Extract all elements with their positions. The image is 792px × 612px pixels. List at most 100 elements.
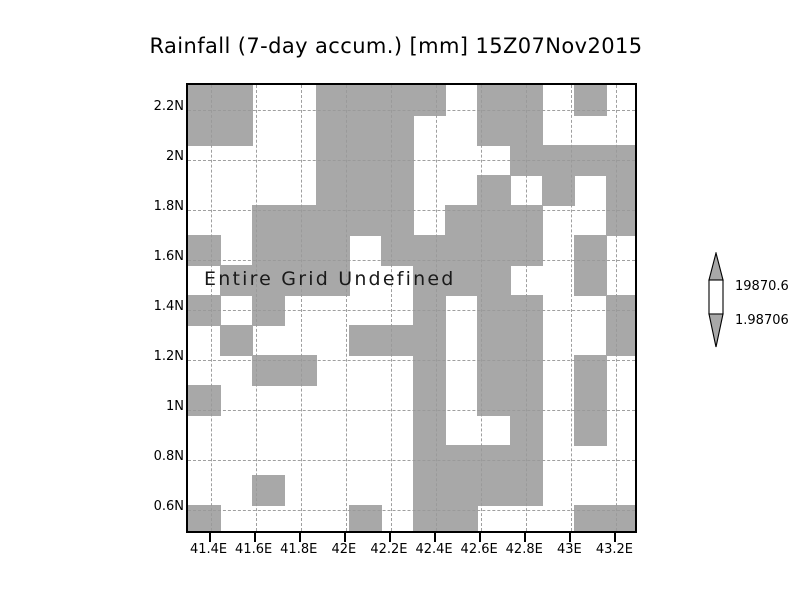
heatmap-cell — [381, 505, 414, 532]
heatmap-cell — [316, 385, 349, 416]
heatmap-cell — [188, 384, 221, 416]
heatmap-cell — [509, 474, 543, 506]
y-tick-label: 1.4N — [153, 299, 184, 314]
heatmap-cell — [284, 234, 318, 266]
heatmap-cell — [445, 234, 479, 266]
heatmap-cell — [509, 384, 543, 416]
heatmap-cell — [413, 145, 446, 176]
heatmap-cell — [284, 475, 317, 506]
y-tick-label: 1N — [166, 399, 184, 414]
heatmap-cell — [220, 145, 253, 176]
heatmap-cell — [188, 85, 221, 116]
heatmap-cell — [509, 354, 543, 386]
heatmap-cell — [251, 234, 286, 266]
x-tick-mark — [343, 533, 346, 542]
heatmap-cell — [252, 505, 285, 532]
heatmap-cell — [188, 145, 221, 176]
heatmap-cell — [477, 415, 510, 446]
heatmap-cell — [348, 174, 382, 206]
heatmap-cell — [542, 325, 575, 356]
heatmap-cell — [541, 174, 576, 206]
heatmap-cell — [381, 415, 414, 446]
heatmap-cell — [381, 445, 414, 476]
heatmap-cell — [381, 385, 414, 416]
heatmap-cell — [477, 294, 511, 326]
y-axis: 2.2N 2N 1.8N 1.6N 1.4N 1.2N 1N 0.8N 0.6N — [122, 83, 195, 533]
heatmap-cells — [188, 85, 635, 531]
heatmap-cell — [252, 85, 285, 116]
heatmap-cell — [349, 475, 382, 506]
heatmap-cell — [220, 385, 253, 416]
heatmap-cell — [509, 324, 543, 356]
heatmap-cell — [349, 355, 382, 386]
heatmap-cell — [188, 294, 221, 326]
x-tick-label: 41.4E — [189, 542, 228, 557]
y-tick-label: 0.8N — [153, 449, 184, 464]
heatmap-cell — [284, 115, 317, 146]
x-tick-mark — [479, 533, 482, 542]
heatmap-cell — [284, 145, 317, 176]
heatmap-cell — [574, 175, 607, 206]
heatmap-cell — [606, 174, 635, 206]
heatmap-cell — [251, 204, 286, 236]
heatmap-cell — [542, 415, 575, 446]
heatmap-cell — [477, 354, 511, 386]
heatmap-cell — [413, 414, 447, 446]
heatmap-cell — [252, 325, 285, 356]
colorbar[interactable]: 19870.6 1.98706 — [703, 252, 789, 348]
heatmap-cell — [574, 475, 607, 506]
heatmap-cell — [574, 234, 608, 266]
heatmap-cell — [188, 445, 221, 476]
y-tick-label: 1.8N — [153, 199, 184, 214]
heatmap-cell — [316, 144, 350, 176]
heatmap-cell — [477, 384, 511, 416]
heatmap-cell — [445, 204, 479, 236]
heatmap-cell — [509, 444, 543, 476]
heatmap-cell — [574, 295, 607, 326]
y-tick-label: 1.2N — [153, 349, 184, 364]
y-tick-label: 0.6N — [153, 499, 184, 514]
heatmap-cell — [509, 234, 543, 266]
heatmap-cell — [413, 444, 447, 476]
heatmap-cell — [606, 385, 635, 416]
heatmap-cell — [509, 144, 543, 176]
heatmap-cell — [349, 385, 382, 416]
heatmap-cell — [316, 264, 350, 296]
x-tick-label: 42E — [331, 542, 357, 557]
heatmap-cell — [380, 85, 414, 116]
heatmap-cell — [348, 114, 382, 146]
heatmap-cell — [510, 175, 543, 206]
heatmap-cell — [606, 504, 635, 531]
heatmap-cell — [219, 324, 253, 356]
heatmap-cell — [251, 474, 286, 506]
heatmap-cell — [445, 85, 478, 116]
heatmap-cell — [220, 505, 253, 532]
x-tick-mark — [569, 533, 572, 542]
heatmap-cell — [445, 325, 478, 356]
heatmap-cell — [381, 295, 414, 326]
heatmap-cell — [380, 144, 414, 176]
page-title: Rainfall (7-day accum.) [mm] 15Z07Nov201… — [149, 34, 643, 58]
heatmap-cell — [251, 354, 286, 386]
heatmap-cell — [188, 114, 221, 146]
heatmap-cell — [349, 295, 382, 326]
heatmap-cell — [316, 325, 349, 356]
heatmap-cell — [606, 265, 635, 296]
heatmap-cell — [348, 204, 382, 236]
heatmap-cell — [413, 294, 447, 326]
x-tick-label: 42.2E — [370, 542, 408, 557]
heatmap-cell — [284, 325, 317, 356]
heatmap-cell — [477, 324, 511, 356]
x-tick-mark — [434, 533, 437, 542]
heatmap-cell — [188, 175, 221, 206]
x-tick-label: 43.2E — [595, 542, 634, 557]
plot-area[interactable] — [186, 83, 637, 533]
x-tick-label: 42.6E — [460, 542, 498, 557]
heatmap-cell — [542, 385, 575, 416]
heatmap-cell — [219, 114, 253, 146]
colorbar-upper-label: 19870.6 — [735, 279, 789, 294]
heatmap-cell — [574, 325, 607, 356]
heatmap-cell — [477, 204, 511, 236]
heatmap-cell — [316, 505, 349, 532]
heatmap-cell — [316, 445, 349, 476]
